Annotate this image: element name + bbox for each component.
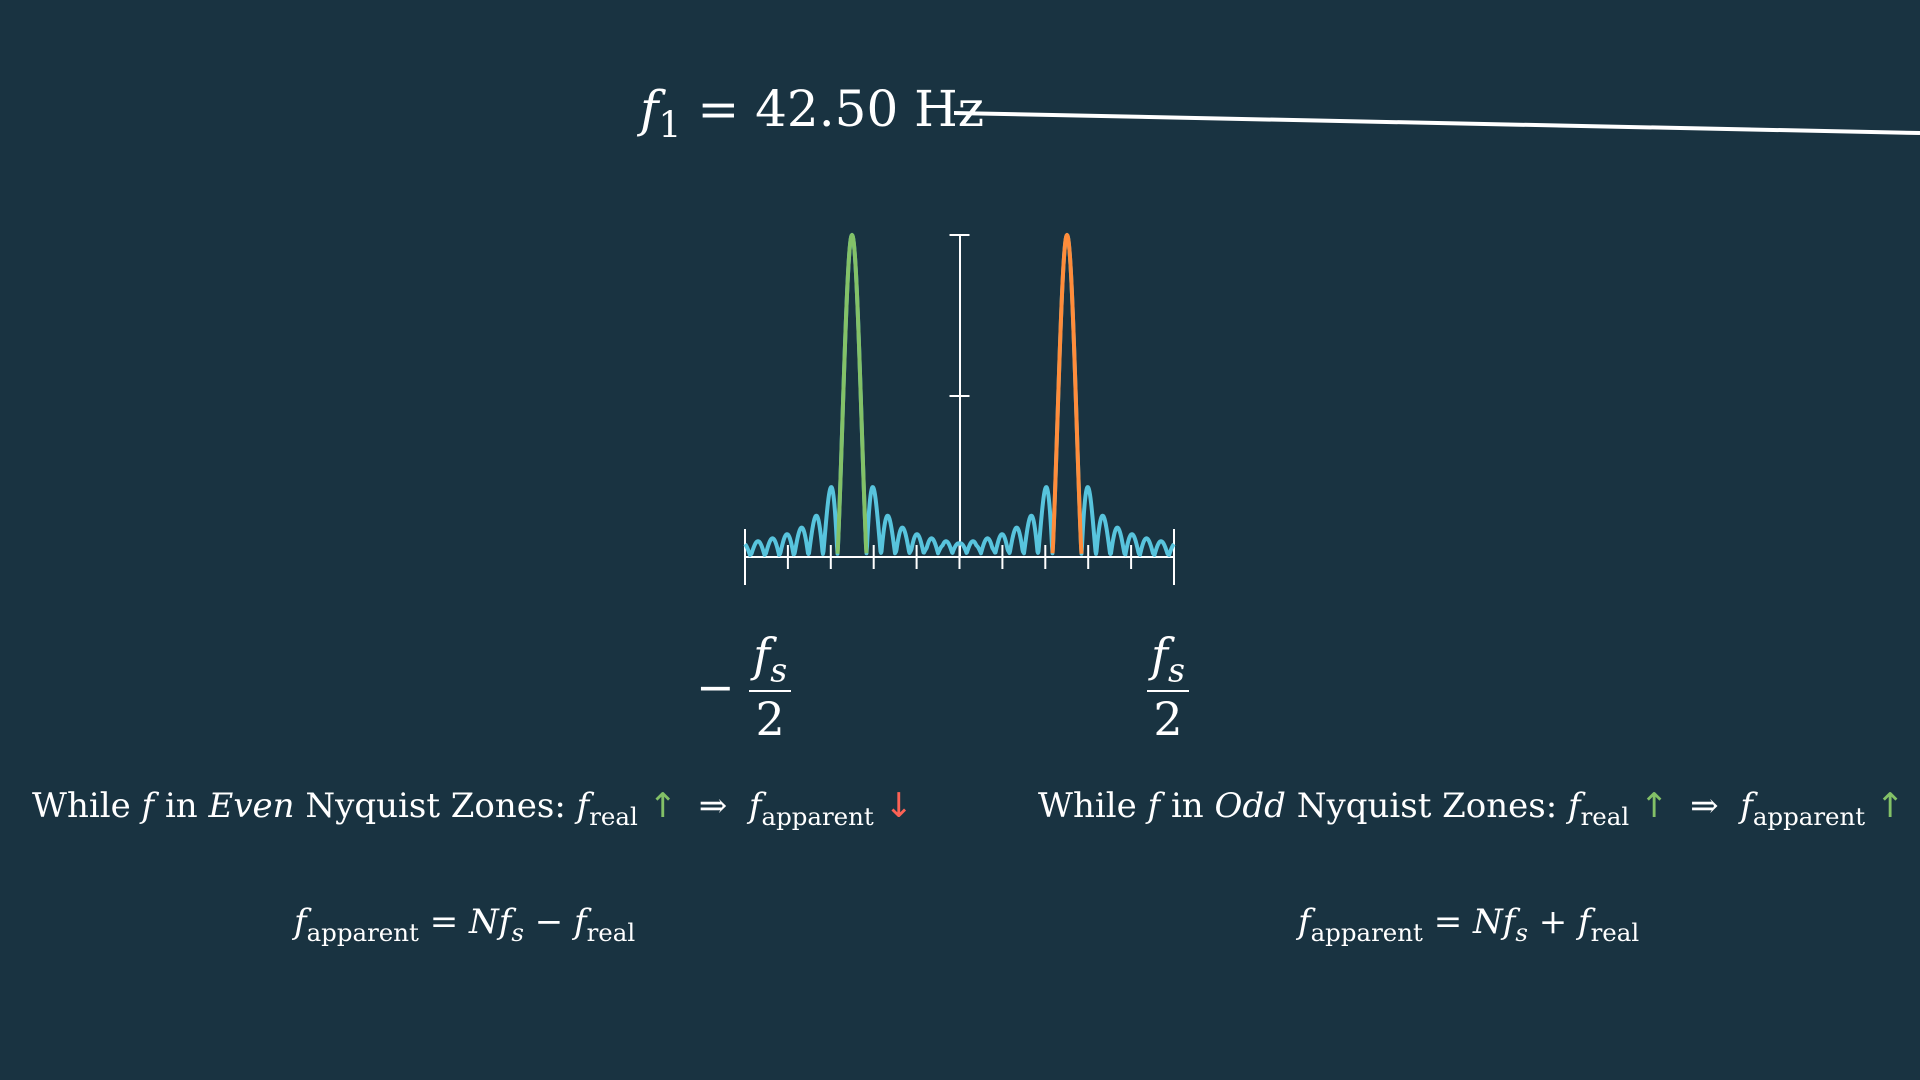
pos-fs-denominator: 2 [1153, 691, 1183, 746]
y-axis-ticks [949, 234, 970, 397]
odd-formula: fapparent = Nfs + freal [1298, 902, 1639, 947]
frequency-label: f1 = 42.50 Hz [640, 80, 984, 147]
even-prefix: While [32, 786, 131, 826]
even-zone-peak [835, 233, 869, 554]
even-implies: ⇒ [698, 786, 728, 826]
odd-up-arrow-icon: ↑ [1640, 786, 1669, 826]
neg-fs-sub: s [770, 650, 788, 690]
even-rhs: f [748, 786, 762, 826]
even-formula-lhs-sub: apparent [306, 917, 419, 947]
even-formula-fs: f [498, 902, 512, 942]
even-zone-name: Even [208, 786, 295, 826]
even-zone-statement: While f in Even Nyquist Zones: freal ↑ ⇒… [32, 786, 913, 831]
odd-zone-name: Odd [1214, 786, 1286, 826]
pos-half-fs-fraction: fs 2 [1147, 628, 1190, 746]
neg-half-fs-label: − fs 2 [696, 628, 792, 746]
odd-formula-op: + [1538, 902, 1568, 942]
odd-formula-lhs: f [1298, 902, 1311, 942]
even-var: f [141, 786, 155, 826]
even-rhs-sub: apparent [761, 801, 874, 831]
even-in: in [164, 786, 198, 826]
f1-symbol: f [640, 80, 659, 138]
odd-rhs-sub: apparent [1752, 801, 1866, 831]
even-formula-rhs: f [574, 902, 587, 942]
even-formula-op: − [534, 902, 564, 942]
minus-sign: − [696, 659, 735, 714]
even-suffix: Nyquist Zones: [305, 786, 566, 826]
odd-formula-rhs: f [1578, 902, 1591, 942]
odd-zone-peak [1050, 233, 1084, 554]
even-formula-lhs: f [294, 902, 307, 942]
odd-formula-fs: f [1502, 902, 1516, 942]
even-formula-middle: = N [429, 902, 499, 942]
neg-half-fs-fraction: fs 2 [749, 628, 792, 746]
neg-fs-denominator: 2 [755, 691, 785, 746]
neg-fs-numerator: f [753, 628, 771, 682]
f1-connector-line [953, 111, 1920, 135]
even-down-arrow-icon: ↓ [884, 786, 914, 826]
odd-zone-statement: While f in Odd Nyquist Zones: freal ↑ ⇒ … [1038, 786, 1904, 831]
even-lhs-sub: real [589, 801, 638, 831]
x-axis-ticks [744, 529, 1175, 585]
pos-fs-sub: s [1168, 650, 1186, 690]
even-formula: fapparent = Nfs − freal [294, 902, 635, 947]
odd-formula-fs-sub: s [1515, 917, 1528, 947]
odd-lhs-sub: real [1580, 801, 1630, 831]
odd-var: f [1147, 786, 1161, 826]
even-formula-rhs-sub: real [586, 917, 636, 947]
spectrum-curve [743, 233, 1176, 557]
odd-formula-middle: = N [1433, 902, 1503, 942]
odd-in: in [1170, 786, 1204, 826]
pos-half-fs-label: fs 2 [1147, 628, 1190, 746]
odd-rhs: f [1740, 786, 1753, 826]
odd-suffix: Nyquist Zones: [1296, 786, 1558, 826]
odd-lhs: f [1568, 786, 1581, 826]
f1-value: = 42.50 Hz [697, 80, 985, 138]
odd-prefix: While [1038, 786, 1137, 826]
even-up-arrow-icon: ↑ [648, 786, 678, 826]
f1-subscript: 1 [658, 105, 682, 147]
odd-formula-lhs-sub: apparent [1310, 917, 1423, 947]
odd-up-arrow-icon-2: ↑ [1875, 786, 1905, 826]
even-formula-fs-sub: s [511, 917, 524, 947]
pos-fs-numerator: f [1151, 628, 1169, 682]
odd-formula-rhs-sub: real [1590, 917, 1640, 947]
odd-implies: ⇒ [1690, 786, 1719, 826]
even-lhs: f [576, 786, 590, 826]
